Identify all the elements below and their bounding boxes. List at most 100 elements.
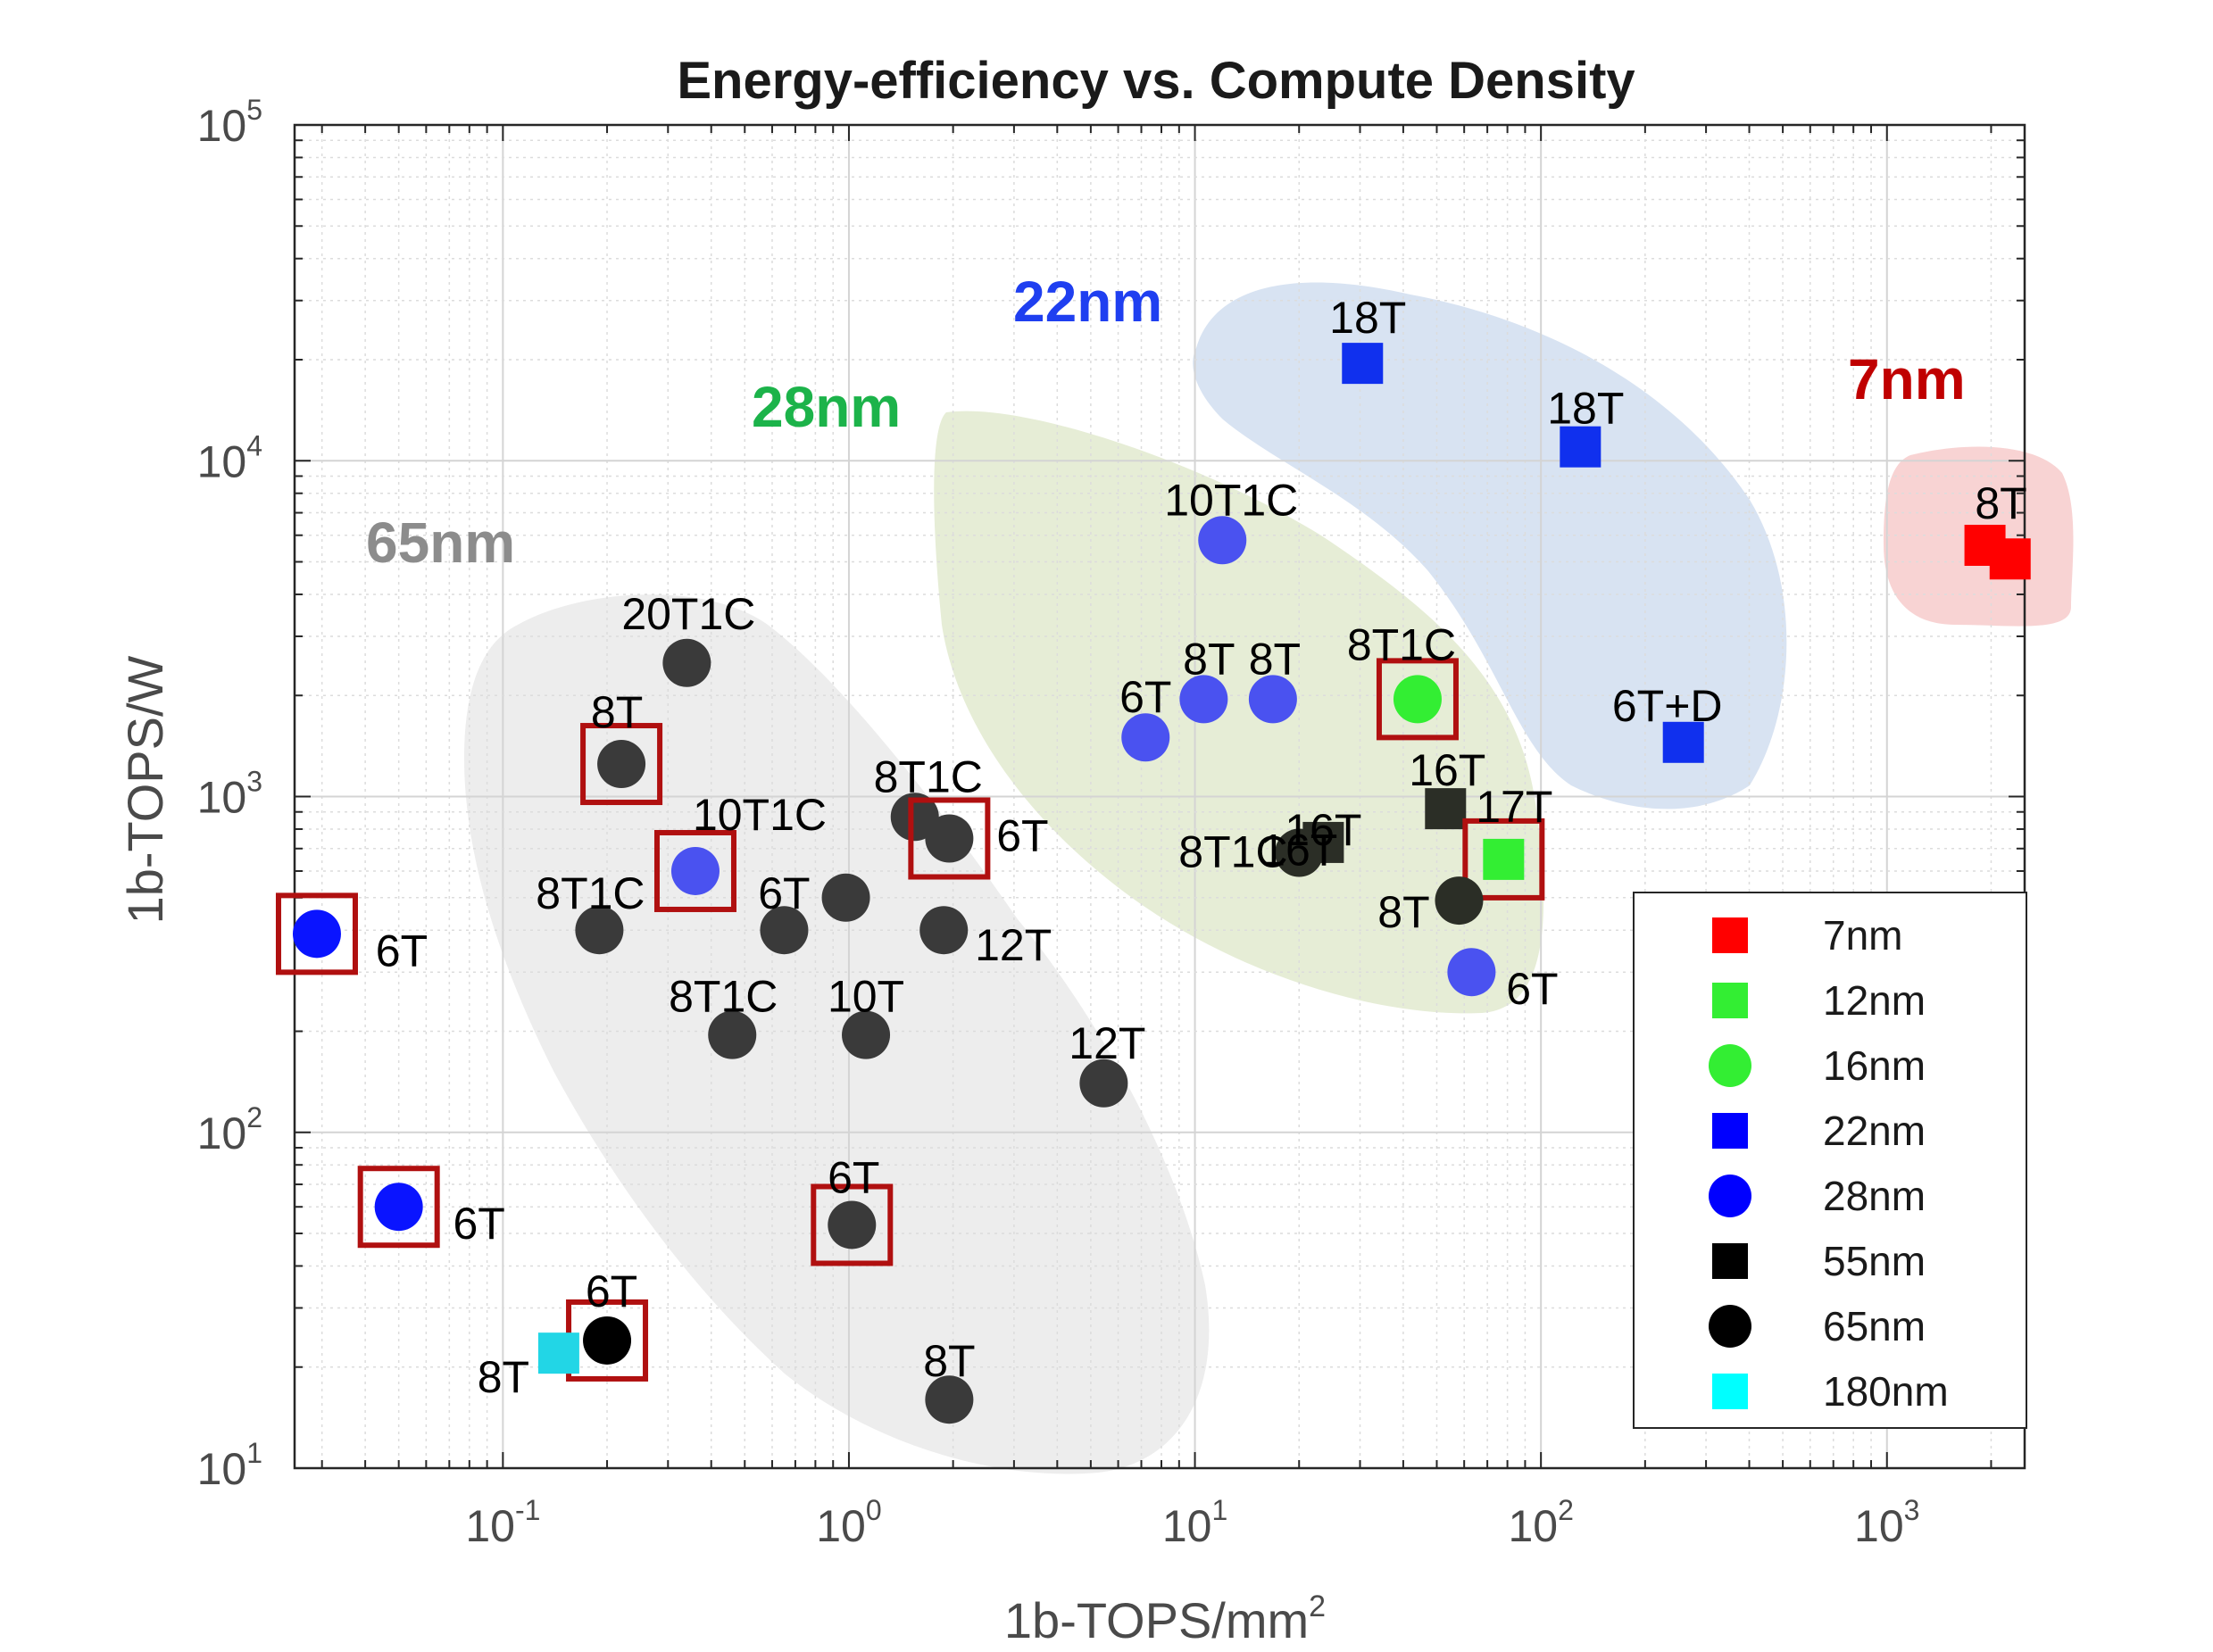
point-marker-circle [821, 873, 870, 922]
data-point [537, 1332, 579, 1374]
legend-item: 16nm [1709, 1042, 1926, 1089]
point-marker-circle [1179, 675, 1228, 724]
point-label: 6T [996, 811, 1048, 861]
point-label: 18T [1329, 293, 1406, 343]
highlight-box [1462, 818, 1545, 901]
data-point [1121, 713, 1170, 762]
legend-label: 22nm [1823, 1108, 1926, 1154]
x-axis-label: 1b-TOPS/mm2 [1004, 1590, 1326, 1648]
technology-regions [464, 282, 2074, 1474]
point-marker-circle [1079, 1058, 1128, 1108]
legend-marker-square [1712, 983, 1748, 1018]
legend-label: 180nm [1823, 1368, 1949, 1415]
data-point [275, 892, 358, 975]
point-label: 10T1C [693, 790, 827, 840]
y-tick-base: 10 [197, 1444, 247, 1494]
point-label: 6T [376, 926, 428, 975]
point-marker-circle [597, 740, 646, 789]
point-marker-circle [890, 793, 939, 842]
legend-marker-circle [1709, 1305, 1751, 1348]
point-marker-square [1560, 426, 1602, 468]
point-marker-square [1342, 343, 1384, 385]
data-point [708, 1010, 757, 1059]
point-label: 17T [1476, 782, 1552, 832]
point-marker-circle [1198, 516, 1247, 565]
point-label: 20T1C [621, 589, 755, 639]
legend-item: 55nm [1712, 1238, 1926, 1284]
point-label: 18T [1547, 384, 1624, 434]
x-axis-label-text: 1b-TOPS/mm [1004, 1592, 1309, 1648]
point-label: 16T [1260, 826, 1337, 876]
data-point [842, 1010, 891, 1059]
point-marker-circle [842, 1010, 891, 1059]
data-point [1435, 876, 1484, 926]
grid [295, 124, 2025, 1469]
y-tick-base: 10 [197, 436, 247, 486]
legend-marker-circle [1709, 1044, 1751, 1087]
legend-marker-square [1712, 1374, 1748, 1409]
point-marker-circle [919, 906, 969, 955]
point-label: 6T [453, 1199, 504, 1249]
point-marker-circle [575, 906, 624, 955]
highlight-box [580, 723, 663, 806]
point-marker-circle [1248, 675, 1297, 724]
point-marker-circle [708, 1010, 757, 1059]
y-tick-exponent: 4 [246, 429, 262, 461]
point-marker-circle [760, 906, 809, 955]
region-65nm [464, 594, 1210, 1474]
point-marker-circle [1275, 828, 1324, 877]
legend: 7nm 12nm 16nm 22nm 28nm 55nm 65nm 180nm [1633, 892, 2027, 1429]
extra-point-label: 16T [1285, 805, 1361, 855]
chart-title: Energy-efficiency vs. Compute Density [677, 52, 1635, 110]
data-points [275, 343, 2031, 1424]
point-marker-square [1483, 838, 1525, 880]
data-point [357, 1166, 440, 1249]
y-tick-exponent: 3 [246, 766, 262, 798]
x-tick-exponent: 0 [866, 1494, 882, 1526]
point-marker-circle [1393, 675, 1442, 724]
legend-item: 7nm [1712, 912, 1902, 959]
point-label: 8T1C [669, 972, 778, 1022]
y-tick-label: 104 [197, 429, 262, 486]
point-label: 8T [591, 687, 643, 737]
x-tick-exponent: 1 [1211, 1494, 1227, 1526]
point-marker-circle [662, 638, 711, 687]
data-point [1989, 538, 2031, 580]
y-tick-base: 10 [197, 101, 247, 151]
legend-item: 12nm [1712, 977, 1926, 1024]
point-marker-circle [670, 846, 720, 895]
data-point [662, 638, 711, 687]
legend-marker-square [1712, 1113, 1748, 1149]
y-tick-label: 103 [197, 766, 262, 823]
y-tick-label: 101 [197, 1437, 262, 1494]
point-label: 6T [758, 868, 810, 918]
point-label: 8T [1377, 887, 1429, 937]
data-point [821, 873, 870, 922]
y-tick-label: 105 [197, 94, 262, 151]
legend-box [1633, 892, 2027, 1429]
y-tick-exponent: 5 [246, 94, 262, 126]
y-tick-base: 10 [197, 773, 247, 823]
region-label-65nm: 65nm [366, 511, 515, 575]
x-axis-label-superscript: 2 [1309, 1590, 1326, 1623]
data-point [1662, 721, 1704, 763]
data-point [1462, 818, 1545, 901]
legend-label: 65nm [1823, 1303, 1926, 1349]
data-point [908, 797, 991, 880]
data-point [1425, 788, 1467, 830]
highlight-box [1376, 658, 1459, 741]
legend-label: 7nm [1823, 912, 1902, 959]
point-label: 8T [1183, 634, 1235, 684]
point-label: 12T [1069, 1018, 1145, 1068]
point-label: 6T [1506, 964, 1558, 1014]
data-point [1342, 343, 1384, 385]
y-tick-base: 10 [197, 1108, 247, 1158]
y-tick-label: 102 [197, 1101, 262, 1158]
legend-label: 28nm [1823, 1173, 1926, 1219]
point-label: 8T [1975, 478, 2026, 528]
region-22nm [1193, 282, 1787, 809]
data-point [811, 1183, 894, 1266]
point-marker-circle [1447, 948, 1496, 997]
legend-marker-circle [1709, 1175, 1751, 1217]
